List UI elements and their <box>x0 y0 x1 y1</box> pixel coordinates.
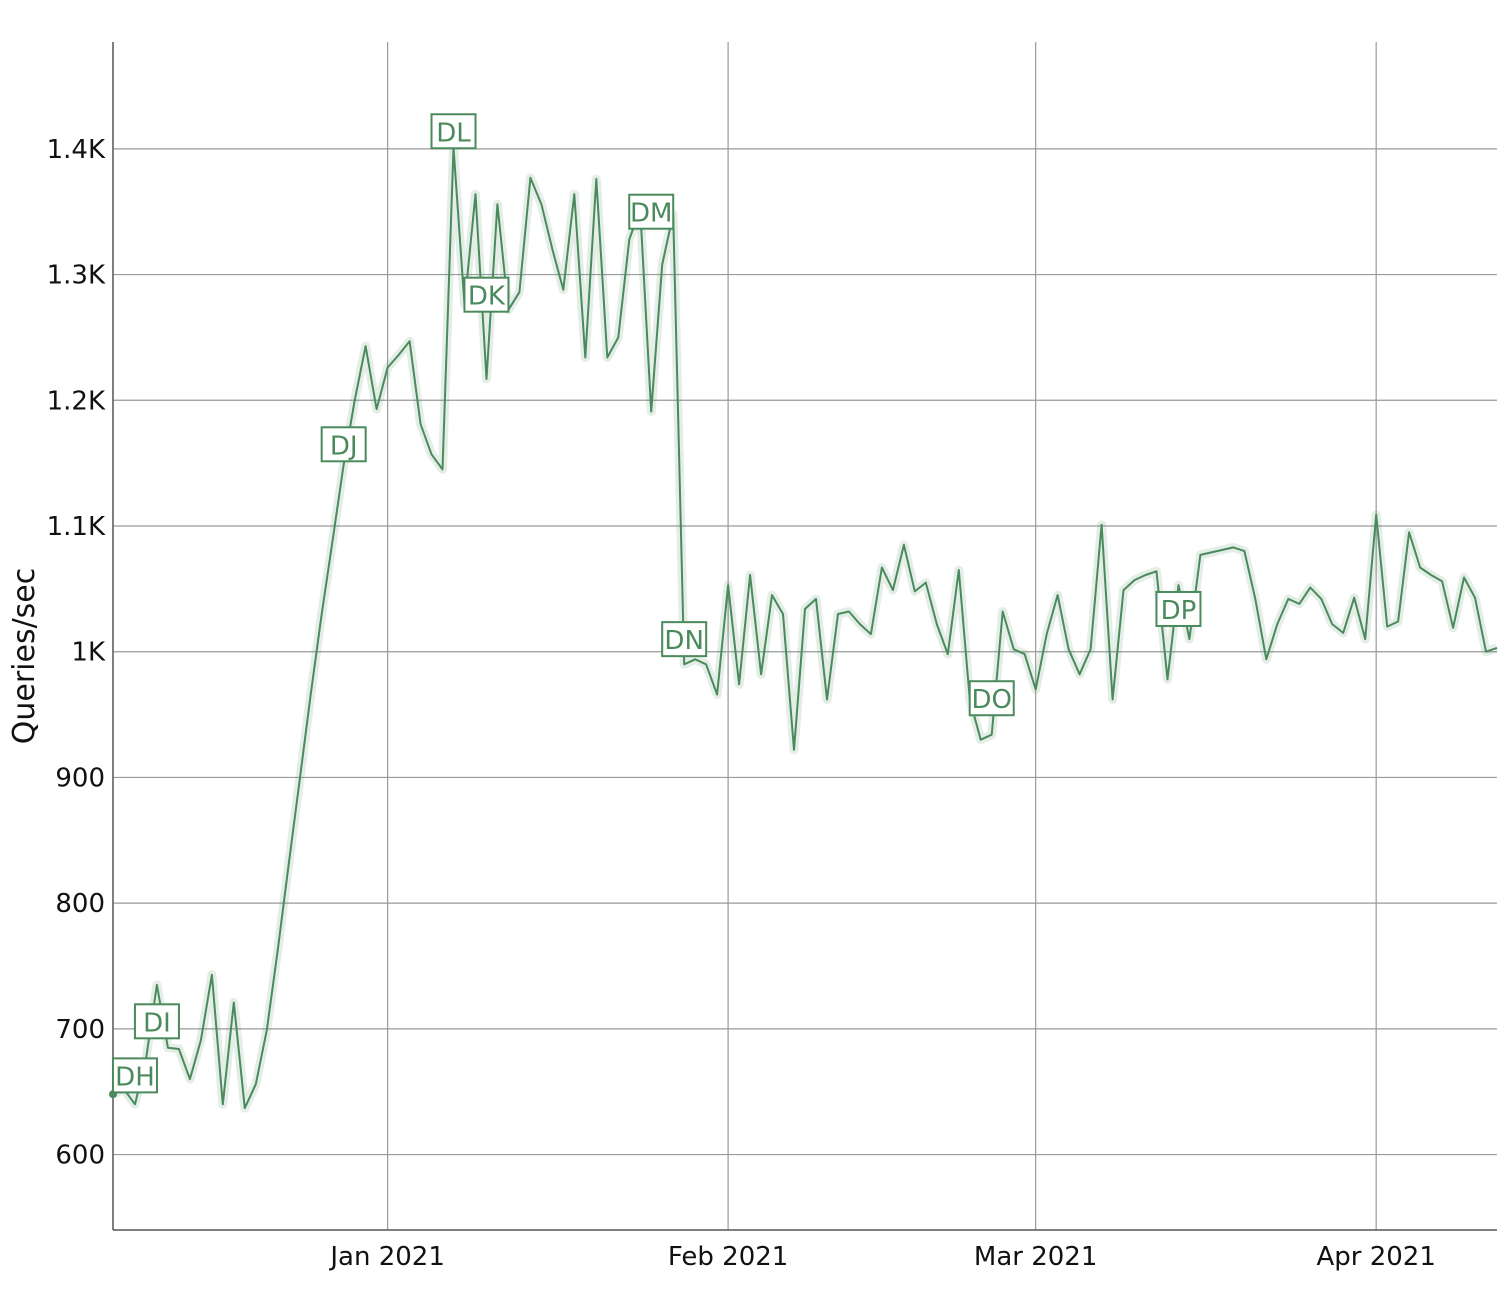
y-tick-label: 900 <box>55 763 105 793</box>
y-axis-label: Queries/sec <box>7 568 42 745</box>
annotation-label: DO <box>971 685 1012 715</box>
x-tick-label: Mar 2021 <box>974 1242 1098 1272</box>
annotation-box <box>320 426 367 463</box>
annotation-box <box>1155 590 1202 627</box>
annotation-box <box>628 193 675 230</box>
y-tick-label: 700 <box>55 1015 105 1045</box>
data-line <box>112 146 1498 1110</box>
y-tick-label: 1.1K <box>47 512 106 542</box>
annotation-label: DN <box>664 626 703 656</box>
annotation-label: DJ <box>330 431 358 461</box>
annotation-box <box>430 113 477 150</box>
y-tick-label: 800 <box>55 889 105 919</box>
annotation-label: DH <box>115 1062 155 1092</box>
annotation-label: DL <box>436 118 471 148</box>
annotation-box <box>133 1003 180 1040</box>
y-tick-label: 1.2K <box>47 386 106 416</box>
annotation: DM <box>628 193 675 230</box>
annotation-box <box>661 621 708 658</box>
y-tick-label: 1.4K <box>47 135 106 165</box>
annotation-box <box>968 680 1015 717</box>
annotation-label: DM <box>630 199 672 229</box>
annotation-box <box>111 1057 158 1094</box>
annotation: DP <box>1155 590 1202 627</box>
annotation-label: DI <box>143 1008 171 1038</box>
y-tick-label: 600 <box>55 1141 105 1171</box>
annotation: DO <box>968 680 1015 717</box>
x-tick-label: Feb 2021 <box>668 1242 788 1272</box>
y-tick-label: 1K <box>71 638 106 668</box>
annotation: DK <box>463 276 510 313</box>
annotation-label: DK <box>468 282 506 312</box>
annotation-label: DP <box>1161 596 1197 626</box>
annotation: DI <box>133 1003 180 1040</box>
annotation: DN <box>661 621 708 658</box>
x-tick-label: Jan 2021 <box>328 1242 445 1272</box>
annotation: DH <box>111 1057 158 1094</box>
x-tick-label: Apr 2021 <box>1316 1242 1435 1272</box>
annotation: DJ <box>320 426 367 463</box>
annotation: DL <box>430 113 477 150</box>
y-tick-label: 1.3K <box>47 261 106 291</box>
annotation-box <box>463 276 510 313</box>
